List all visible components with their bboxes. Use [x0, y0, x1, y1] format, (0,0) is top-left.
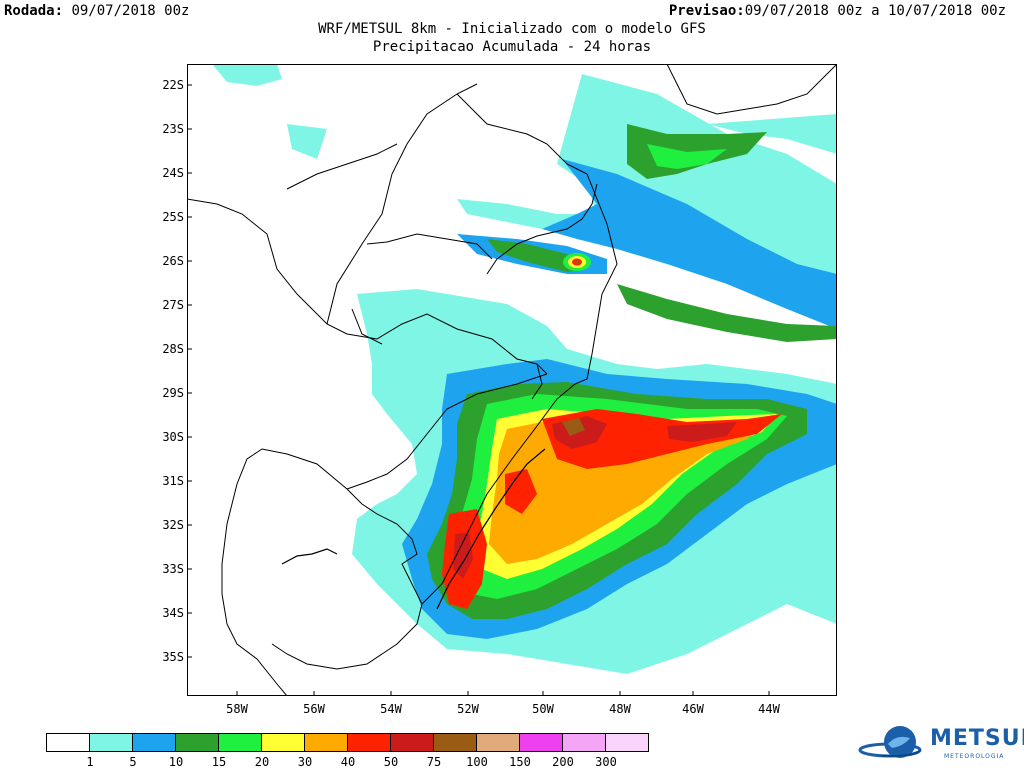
map-subtitle: Precipitacao Acumulada - 24 horas	[372, 39, 652, 55]
colorbar-level-label: 200	[552, 755, 574, 769]
colorbar-swatch	[433, 733, 477, 752]
run-value: 09/07/2018 00z	[71, 3, 190, 19]
colorbar-swatch	[562, 733, 606, 752]
colorbar-level-label: 150	[509, 755, 531, 769]
lon-label: 54W	[380, 702, 402, 716]
run-label: Rodada:	[4, 3, 64, 19]
lat-label: 33S	[162, 562, 184, 576]
axis-ticks	[187, 84, 770, 696]
lat-label: 22S	[162, 78, 184, 92]
logo-tagline: METEOROLOGIA	[944, 753, 1005, 760]
lon-label: 48W	[609, 702, 631, 716]
colorbar-level-label: 75	[426, 755, 442, 769]
precipitation-field	[212, 64, 837, 674]
lon-label: 52W	[457, 702, 479, 716]
rain-maximum-cell	[563, 253, 591, 271]
lat-label: 31S	[162, 474, 184, 488]
lon-label: 50W	[532, 702, 554, 716]
colorbar-level-label: 30	[297, 755, 313, 769]
lat-label: 28S	[162, 342, 184, 356]
logo-name: METSUL	[930, 726, 1024, 751]
colorbar-level-label: 40	[340, 755, 356, 769]
colorbar-level-label: 300	[595, 755, 617, 769]
colorbar-swatch	[347, 733, 391, 752]
colorbar-swatch	[476, 733, 520, 752]
lat-label: 32S	[162, 518, 184, 532]
colorbar-level-label: 20	[254, 755, 270, 769]
map-title: WRF/METSUL 8km - Inicializado com o mode…	[318, 21, 706, 37]
colorbar-swatch	[132, 733, 176, 752]
colorbar-swatch	[46, 733, 90, 752]
lat-label: 34S	[162, 606, 184, 620]
lon-label: 58W	[226, 702, 248, 716]
lon-label: 44W	[758, 702, 780, 716]
lat-label: 35S	[162, 650, 184, 664]
metsul-logo: METSUL METEOROLOGIA	[858, 722, 1024, 766]
precipitation-map	[187, 64, 837, 696]
colorbar-swatch	[605, 733, 649, 752]
colorbar-level-label: 50	[383, 755, 399, 769]
lat-label: 26S	[162, 254, 184, 268]
lat-label: 29S	[162, 386, 184, 400]
precipitation-colorbar	[46, 733, 649, 752]
run-info: Rodada: 09/07/2018 00z	[4, 3, 189, 19]
colorbar-level-label: 15	[211, 755, 227, 769]
lat-label: 23S	[162, 122, 184, 136]
lat-label: 25S	[162, 210, 184, 224]
colorbar-swatch	[390, 733, 434, 752]
boundary-lines	[187, 64, 837, 696]
colorbar-swatch	[218, 733, 262, 752]
colorbar-swatch	[304, 733, 348, 752]
lon-label: 46W	[682, 702, 704, 716]
globe-icon	[858, 726, 922, 758]
forecast-label: Previsao:	[668, 3, 745, 19]
colorbar-swatch	[175, 733, 219, 752]
colorbar-level-label: 5	[129, 755, 137, 769]
colorbar-swatch	[261, 733, 305, 752]
colorbar-level-label: 10	[168, 755, 184, 769]
lat-label: 27S	[162, 298, 184, 312]
lat-label: 30S	[162, 430, 184, 444]
colorbar-level-label: 1	[86, 755, 94, 769]
colorbar-swatch	[519, 733, 563, 752]
colorbar-swatch	[89, 733, 133, 752]
forecast-value: 09/07/2018 00z a 10/07/2018 00z	[744, 3, 1006, 19]
lon-label: 56W	[303, 702, 325, 716]
lat-label: 24S	[162, 166, 184, 180]
forecast-info: Previsao:09/07/2018 00z a 10/07/2018 00z	[669, 3, 1006, 19]
colorbar-level-label: 100	[466, 755, 488, 769]
